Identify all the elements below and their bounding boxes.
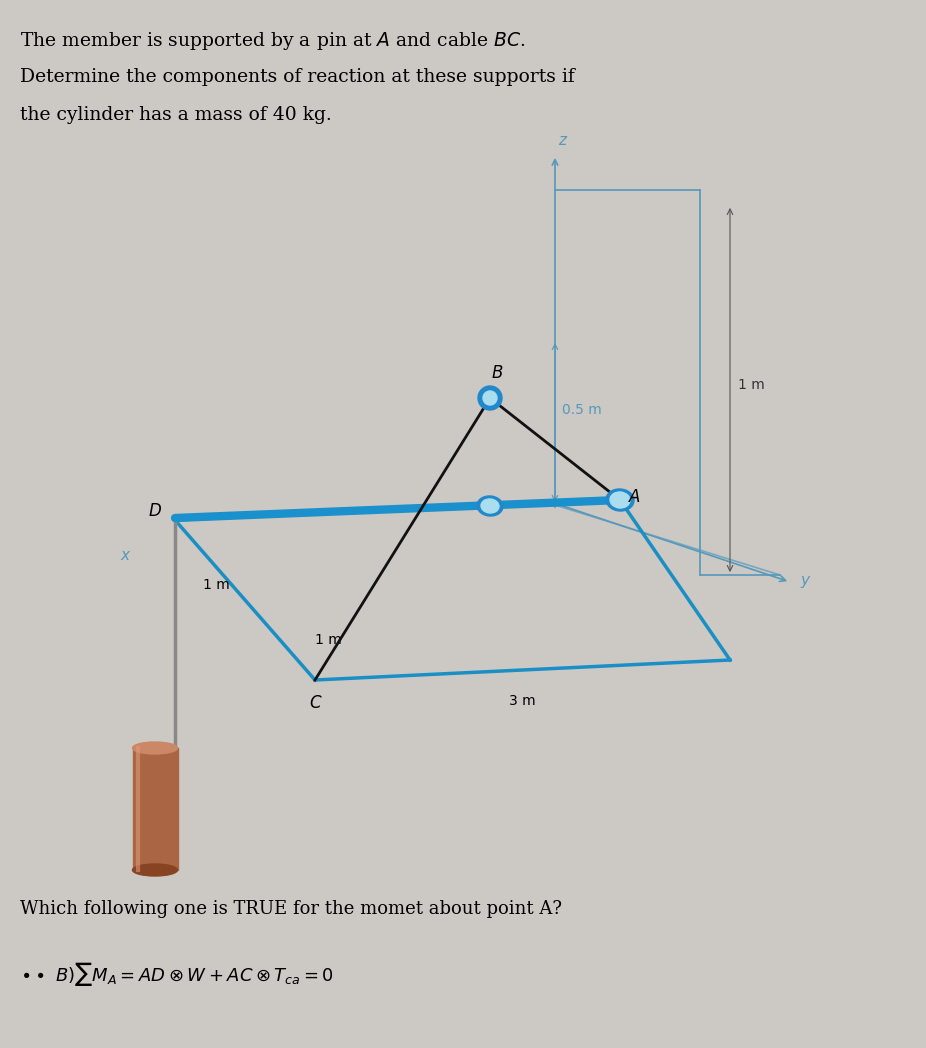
Text: the cylinder has a mass of 40 kg.: the cylinder has a mass of 40 kg. <box>20 106 332 124</box>
Ellipse shape <box>132 864 178 876</box>
Text: The member is supported by a pin at $A$ and cable $BC$.: The member is supported by a pin at $A$ … <box>20 30 526 52</box>
Text: $B$: $B$ <box>491 365 503 383</box>
Text: $C$: $C$ <box>309 695 323 712</box>
Text: 1 m: 1 m <box>203 578 230 592</box>
Text: Which following one is TRUE for the momet about point A?: Which following one is TRUE for the mome… <box>20 900 562 918</box>
Ellipse shape <box>481 499 499 514</box>
Circle shape <box>483 391 497 405</box>
Text: 1 m: 1 m <box>738 378 765 392</box>
Text: $D$: $D$ <box>148 503 162 521</box>
Text: 3 m: 3 m <box>509 694 536 708</box>
Text: 1 m: 1 m <box>315 633 342 647</box>
Text: Determine the components of reaction at these supports if: Determine the components of reaction at … <box>20 68 575 86</box>
Text: $\bullet\bullet$ $B)\sum M_A = AD\otimes W + AC\otimes T_{ca} = 0$: $\bullet\bullet$ $B)\sum M_A = AD\otimes… <box>20 960 334 988</box>
Ellipse shape <box>477 496 503 516</box>
Ellipse shape <box>610 492 630 508</box>
Ellipse shape <box>132 742 178 754</box>
Text: $A$: $A$ <box>628 489 641 506</box>
Text: $x$: $x$ <box>120 548 131 563</box>
Text: $z$: $z$ <box>558 133 569 148</box>
Circle shape <box>478 386 502 410</box>
Bar <box>133 748 178 870</box>
Ellipse shape <box>606 489 634 511</box>
Text: $y$: $y$ <box>800 574 811 590</box>
Text: 0.5 m: 0.5 m <box>562 403 602 417</box>
